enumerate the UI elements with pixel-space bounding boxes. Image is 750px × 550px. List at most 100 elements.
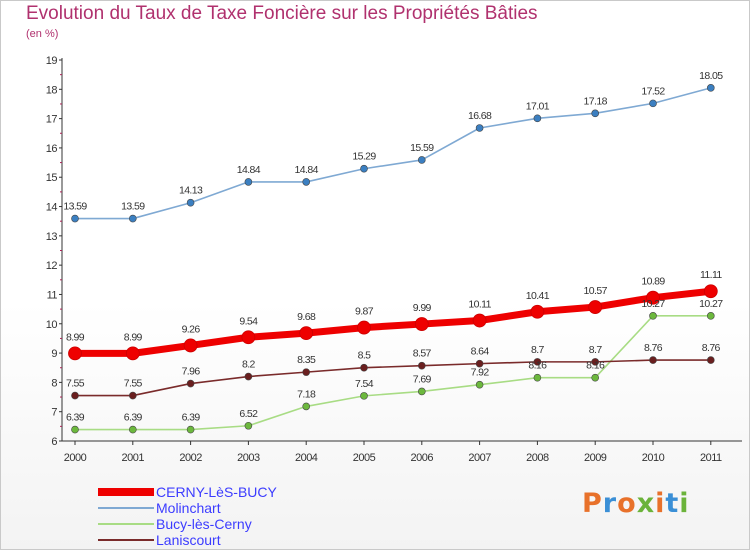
logo-letter: r	[602, 488, 618, 519]
data-point	[299, 326, 314, 341]
data-label: 7.55	[66, 378, 85, 390]
data-label: 15.29	[352, 151, 376, 163]
data-label: 8.64	[471, 346, 490, 358]
legend-swatch	[98, 507, 154, 509]
x-tick-label: 2000	[64, 452, 87, 464]
data-label: 8.57	[413, 348, 432, 360]
series-line-Molinchart	[74, 87, 712, 220]
data-point	[129, 425, 137, 434]
data-point	[68, 346, 82, 361]
data-label: 6.39	[182, 412, 201, 424]
data-point	[646, 290, 660, 305]
data-label: 7.92	[471, 367, 490, 379]
data-label: 10.27	[641, 298, 665, 310]
data-label: 18.05	[699, 70, 723, 82]
y-tick-label: 9	[51, 348, 57, 360]
y-tick-label: 18	[46, 84, 58, 96]
chart-title: Evolution du Taux de Taxe Foncière sur l…	[26, 3, 538, 24]
legend-label: Laniscourt	[156, 532, 221, 548]
logo-letter: i	[679, 488, 690, 519]
legend-label: CERNY-LèS-BUCY	[156, 484, 277, 500]
data-label: 16.68	[468, 110, 492, 122]
data-point	[244, 421, 253, 430]
data-point	[302, 178, 311, 186]
x-tick-label: 2003	[237, 452, 260, 464]
y-tick-label: 8	[51, 377, 57, 389]
data-label: 8.2	[242, 359, 256, 371]
data-point	[475, 380, 484, 389]
data-label: 8.16	[586, 360, 605, 372]
data-point	[591, 109, 600, 118]
y-tick-label: 19	[46, 55, 58, 67]
y-tick-label: 14	[46, 202, 58, 214]
data-point	[533, 358, 542, 366]
data-point	[417, 156, 426, 164]
data-label: 14.84	[295, 164, 319, 176]
y-tick-label: 12	[46, 260, 58, 272]
data-point	[129, 391, 137, 400]
data-label: 7.18	[297, 388, 316, 400]
data-point	[706, 356, 715, 364]
series-line-CERNY-LèS-BUCY	[71, 287, 715, 357]
data-point	[649, 99, 657, 108]
data-point	[475, 359, 484, 368]
x-tick-label: 2008	[526, 452, 549, 464]
logo-letter: o	[617, 488, 637, 519]
data-point	[591, 373, 600, 382]
data-label: 6.39	[66, 412, 85, 424]
data-point	[649, 356, 657, 364]
data-label: 8.76	[644, 342, 663, 354]
data-label: 10.11	[468, 299, 491, 311]
data-point	[414, 317, 429, 331]
data-label: 7.69	[413, 373, 432, 385]
data-point	[186, 198, 195, 207]
data-label: 9.54	[239, 315, 258, 327]
data-label: 14.84	[237, 164, 261, 176]
y-tick-label: 7	[51, 407, 57, 419]
data-label: 8.5	[358, 350, 372, 362]
data-point	[588, 300, 603, 314]
data-label: 9.26	[182, 323, 201, 335]
data-label: 6.52	[239, 408, 258, 420]
data-point	[244, 178, 253, 186]
data-label: 10.89	[641, 276, 665, 288]
x-tick-label: 2001	[122, 452, 145, 464]
data-point	[183, 338, 198, 353]
x-tick-label: 2009	[584, 452, 607, 464]
legend-label: Molinchart	[156, 500, 221, 516]
data-point	[417, 387, 426, 396]
legend-swatch	[98, 523, 154, 525]
data-point	[706, 312, 715, 320]
data-point	[649, 312, 657, 320]
data-label: 13.59	[121, 201, 145, 213]
y-tick-label: 17	[46, 114, 58, 126]
data-label: 15.59	[410, 142, 434, 154]
data-label: 9.68	[297, 311, 316, 323]
y-tick-label: 13	[46, 231, 58, 243]
data-label: 17.01	[526, 100, 550, 112]
data-label: 8.7	[589, 344, 603, 356]
data-point	[186, 425, 195, 434]
series-line-Laniscourt	[74, 359, 712, 397]
data-label: 7.54	[355, 378, 374, 390]
data-point	[533, 114, 542, 123]
logo-letter: P	[582, 488, 603, 519]
data-point	[530, 304, 545, 319]
logo-letter: x	[636, 488, 656, 519]
data-label: 8.7	[531, 344, 545, 356]
x-tick-label: 2007	[468, 452, 491, 464]
data-point	[244, 372, 253, 381]
data-label: 10.27	[699, 298, 723, 310]
data-point	[186, 379, 195, 388]
data-label: 7.96	[182, 366, 201, 378]
y-tick-label: 15	[46, 172, 58, 184]
legend-swatch	[98, 488, 154, 496]
data-label: 8.16	[528, 360, 547, 372]
data-label: 9.87	[355, 306, 374, 318]
data-point	[533, 373, 542, 382]
data-point	[360, 392, 368, 400]
proxiti-logo: Proxiti	[582, 488, 690, 519]
y-tick-label: 6	[51, 436, 57, 448]
x-tick-label: 2002	[179, 452, 202, 464]
